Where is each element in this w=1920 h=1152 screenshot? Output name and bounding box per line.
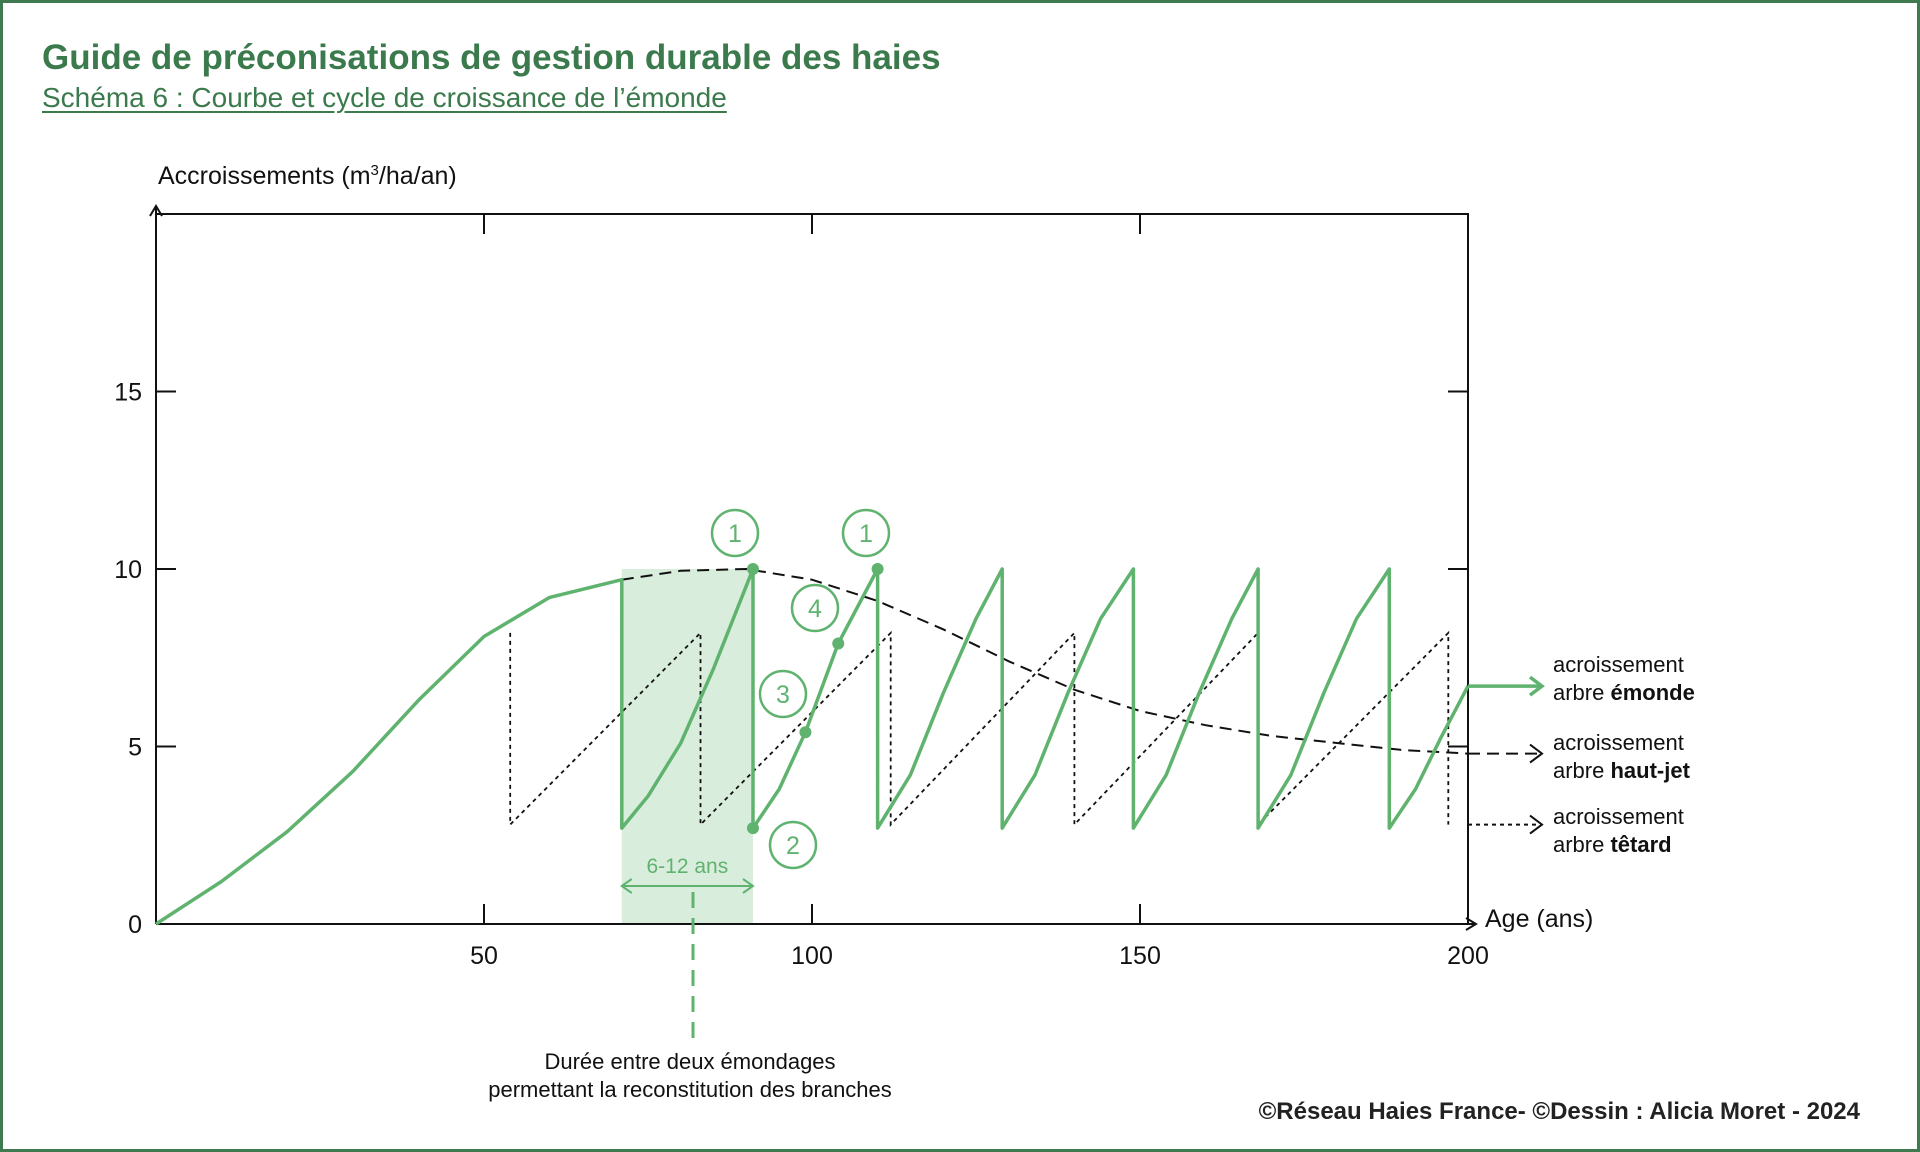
emonde-curve <box>155 567 1470 926</box>
stage-dot <box>746 563 759 575</box>
annotation-line-2: permettant la reconstitution des branche… <box>488 1077 892 1102</box>
stage-number-circle <box>790 583 840 633</box>
plot-frame <box>156 213 1469 924</box>
stage-number: 1 <box>728 520 742 548</box>
stage-dot <box>832 637 845 650</box>
annotation-line-1: Durée entre deux émondages <box>544 1049 835 1074</box>
interval-label: 6-12 ans <box>646 855 728 878</box>
stage-number-circle <box>841 508 891 558</box>
legend-label-prefix: acroissement <box>1553 730 1684 755</box>
y-axis-label: Accroissements (m3/ha/an) <box>158 162 457 190</box>
x-axis-label: Age (ans) <box>1485 905 1593 933</box>
x-tick-label: 150 <box>1119 942 1161 970</box>
interval-arrowhead-left <box>620 878 633 894</box>
x-tick-label: 100 <box>791 942 833 970</box>
legend-label: arbre têtard <box>1553 832 1672 857</box>
y-tick-label: 15 <box>114 379 142 407</box>
stage-dot <box>799 726 812 739</box>
legend-label: arbre haut-jet <box>1553 758 1691 783</box>
page-subtitle: Schéma 6 : Courbe et cycle de croissance… <box>42 82 727 113</box>
x-tick-label: 50 <box>470 942 498 970</box>
stage-number-circle <box>710 508 760 558</box>
stage-dot <box>746 822 759 835</box>
x-axis-arrowhead <box>1465 917 1478 931</box>
tetard-curve <box>509 630 1450 827</box>
legend-label-prefix: acroissement <box>1553 804 1684 829</box>
stage-number: 4 <box>808 595 822 623</box>
interval-arrowhead-right <box>742 878 755 894</box>
legend-arrowhead <box>1529 814 1544 835</box>
legend-label: arbre émonde <box>1553 680 1695 705</box>
stage-number-circle <box>768 820 818 870</box>
stage-number: 2 <box>786 832 800 860</box>
legend-arrowhead <box>1529 743 1544 764</box>
y-tick-label: 0 <box>128 911 142 939</box>
stage-number: 1 <box>859 520 873 548</box>
y-axis-arrowhead <box>149 204 163 217</box>
page-title: Guide de préconisations de gestion durab… <box>42 38 941 77</box>
credit-line: ©Réseau Haies France- ©Dessin : Alicia M… <box>1258 1098 1860 1125</box>
legend-arrowhead <box>1528 675 1545 697</box>
x-tick-label: 200 <box>1447 942 1489 970</box>
stage-dot <box>871 563 884 575</box>
y-tick-label: 5 <box>128 734 142 762</box>
stage-number: 3 <box>776 681 790 709</box>
legend-label-prefix: acroissement <box>1553 652 1684 677</box>
stage-number-circle <box>758 669 808 719</box>
y-tick-label: 10 <box>114 556 142 584</box>
